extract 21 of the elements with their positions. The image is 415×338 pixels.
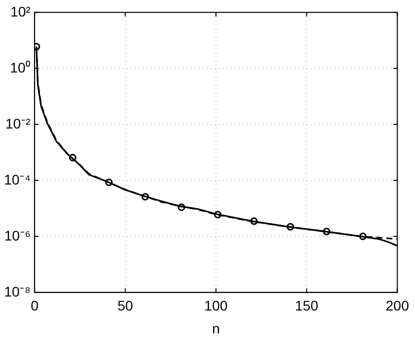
- point: [68, 154, 76, 162]
- x-tick-label: 150: [294, 298, 319, 314]
- y-tick-label: 10⁰: [10, 59, 31, 76]
- y-tick-label: 10⁻⁸: [4, 283, 31, 300]
- point: [178, 203, 186, 211]
- x-tick-label: 50: [117, 298, 134, 314]
- point: [250, 217, 258, 225]
- point: [141, 193, 149, 201]
- y-tick-label: 10²: [10, 3, 31, 20]
- y-tick-label: 10⁻²: [5, 115, 31, 132]
- y-tick-label: 10⁻⁶: [4, 227, 31, 244]
- x-axis-title: n: [212, 320, 220, 336]
- x-tick-label: 100: [204, 298, 228, 314]
- y-tick-label: 10⁻⁴: [4, 171, 31, 188]
- point: [105, 178, 113, 186]
- point: [286, 223, 294, 231]
- point: [214, 210, 222, 218]
- x-tick-label: 200: [386, 298, 410, 314]
- point: [359, 232, 367, 240]
- x-tick-label: 0: [30, 298, 39, 314]
- point: [322, 228, 330, 236]
